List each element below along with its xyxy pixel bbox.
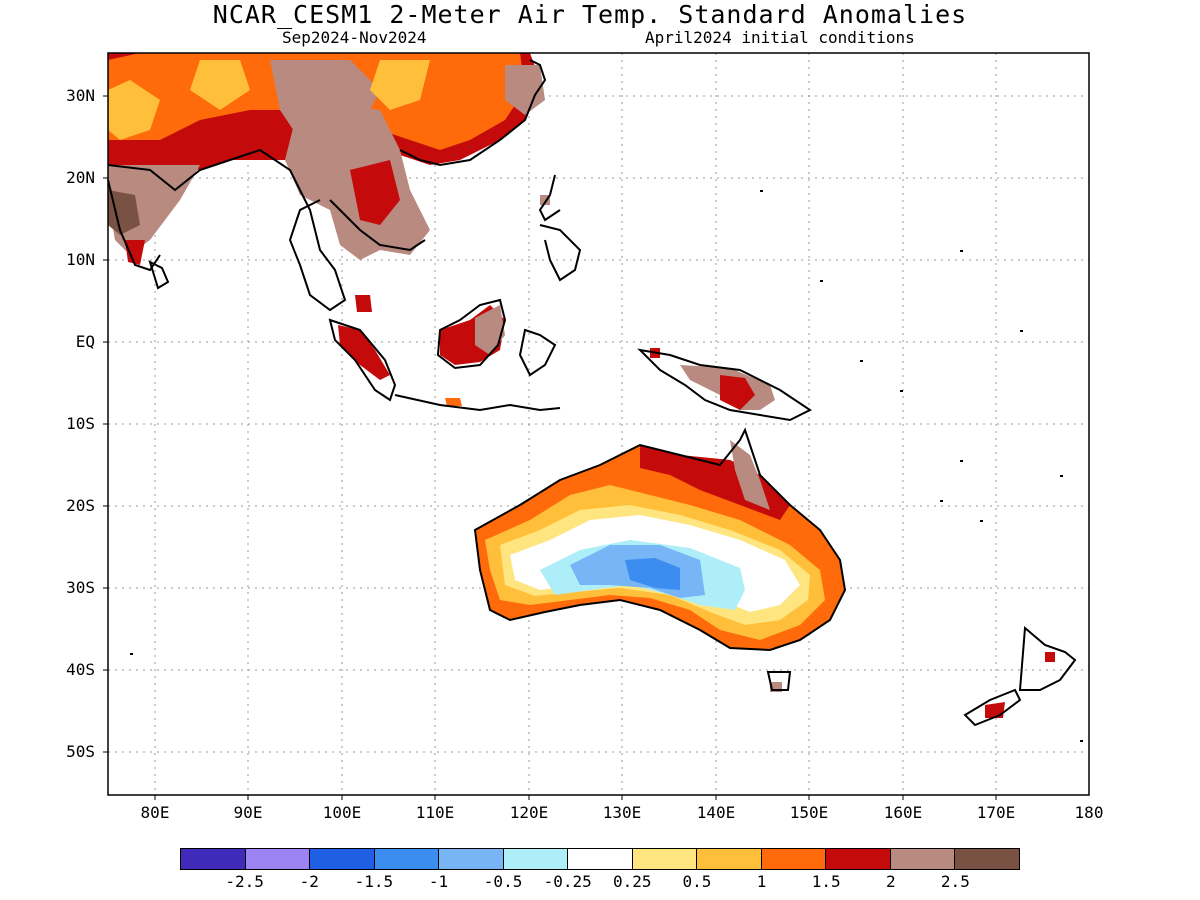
lon-label: 140E <box>696 803 736 822</box>
colorbar-swatch <box>568 849 633 869</box>
colorbar-label: 1 <box>756 872 767 891</box>
asia-anomalies <box>108 53 550 265</box>
colorbar-label: -1.5 <box>354 872 394 891</box>
colorbar-label: -2 <box>299 872 319 891</box>
colorbar-label: -0.25 <box>543 872 592 891</box>
lon-label: 180 <box>1074 803 1104 822</box>
lon-label: 150E <box>789 803 829 822</box>
colorbar-swatch <box>245 849 311 869</box>
lat-label: 40S <box>66 660 95 679</box>
lon-label: 80E <box>140 803 170 822</box>
colorbar-swatch <box>761 849 827 869</box>
lat-label: EQ <box>75 332 95 351</box>
colorbar-swatch <box>439 849 504 869</box>
lon-label: 100E <box>322 803 362 822</box>
colorbar-swatch <box>826 849 891 869</box>
colorbar-label: 1.5 <box>811 872 841 891</box>
lon-label: 160E <box>883 803 923 822</box>
tick-marks <box>103 95 997 800</box>
lat-label: 10S <box>66 414 95 433</box>
colorbar-label: 2.5 <box>940 872 970 891</box>
lon-label: 130E <box>602 803 642 822</box>
lat-label: 30S <box>66 578 95 597</box>
colorbar-swatch <box>697 849 762 869</box>
lat-label: 20S <box>66 496 95 515</box>
maritime-anomalies <box>338 295 775 410</box>
colorbar-swatch <box>955 849 1019 869</box>
colorbar-label: -0.5 <box>483 872 523 891</box>
colorbar-swatch <box>181 849 246 869</box>
forecast-period: Sep2024-Nov2024 <box>282 28 427 47</box>
lon-label: 90E <box>233 803 263 822</box>
lon-label: 170E <box>976 803 1016 822</box>
lat-label: 10N <box>66 250 95 269</box>
initial-conditions: April2024 initial conditions <box>645 28 915 47</box>
lat-label: 20N <box>66 168 95 187</box>
colorbar-label: -2.5 <box>225 872 264 891</box>
lon-label: 110E <box>415 803 455 822</box>
map-title: NCAR_CESM1 2-Meter Air Temp. Standard An… <box>212 0 968 29</box>
colorbar-swatch <box>310 849 375 869</box>
australia-anomalies <box>475 440 1055 718</box>
colorbar-label: 0.25 <box>613 872 652 891</box>
colorbar-label: -1 <box>428 872 449 891</box>
colorbar <box>180 848 1020 870</box>
colorbar-label: 0.5 <box>682 872 712 891</box>
colorbar-label: 2 <box>885 872 896 891</box>
lat-label: 50S <box>66 742 95 761</box>
coastlines <box>107 59 1077 727</box>
colorbar-swatch <box>632 849 698 869</box>
islands <box>130 190 1083 742</box>
colorbar-swatch <box>503 849 569 869</box>
lat-label: 30N <box>66 86 95 105</box>
colorbar-swatch <box>374 849 440 869</box>
lon-label: 120E <box>509 803 549 822</box>
gridlines <box>108 53 1089 795</box>
colorbar-swatch <box>890 849 956 869</box>
